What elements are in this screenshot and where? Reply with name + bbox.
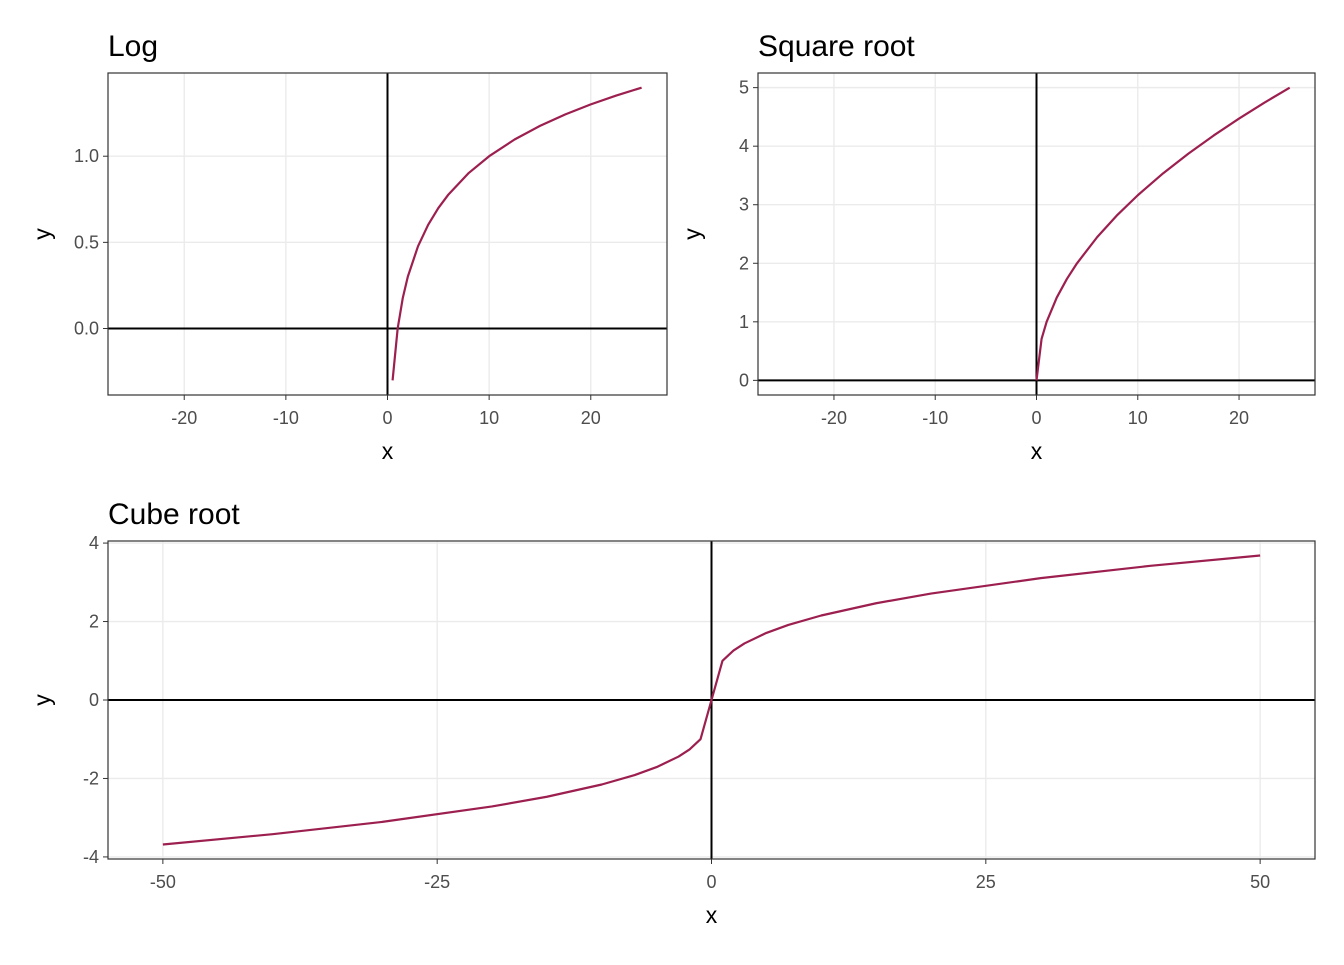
panel-title: Log	[108, 30, 158, 63]
y-tick-label: 2	[89, 612, 99, 632]
y-tick-label: 0	[739, 370, 749, 390]
x-tick-label: 10	[1128, 408, 1148, 428]
x-tick-label: -20	[821, 408, 847, 428]
x-axis-label: x	[1031, 438, 1043, 464]
x-tick-label: -25	[424, 872, 450, 892]
x-tick-label: 10	[479, 408, 499, 428]
panel-border	[107, 540, 1316, 860]
panel-title: Square root	[758, 30, 915, 63]
panel-border	[107, 72, 668, 396]
x-axis-label: x	[382, 438, 394, 464]
y-tick-label: 4	[739, 136, 749, 156]
y-tick-label: 3	[739, 195, 749, 215]
panel-border	[757, 72, 1316, 396]
data-line	[1035, 86, 1291, 381]
y-tick-label: 2	[739, 253, 749, 273]
x-tick-label: 50	[1250, 872, 1270, 892]
x-tick-label: 20	[1229, 408, 1249, 428]
x-tick-label: -50	[150, 872, 176, 892]
data-line	[162, 554, 1261, 846]
x-tick-label: 0	[706, 872, 716, 892]
x-tick-label: 0	[1031, 408, 1041, 428]
y-tick-label: 1	[739, 312, 749, 332]
x-axis-label: x	[706, 902, 718, 928]
panel-title: Cube root	[108, 498, 240, 531]
y-tick-label: 4	[89, 533, 99, 553]
x-tick-label: 20	[581, 408, 601, 428]
y-tick-label: 1.0	[74, 146, 99, 166]
y-tick-label: 0	[89, 690, 99, 710]
y-tick-label: 5	[739, 78, 749, 98]
y-axis-label: y	[29, 228, 55, 240]
y-tick-label: 0.0	[74, 318, 99, 338]
y-axis-label: y	[29, 694, 55, 706]
x-tick-label: -10	[273, 408, 299, 428]
x-tick-label: 25	[976, 872, 996, 892]
y-tick-label: 0.5	[74, 232, 99, 252]
x-tick-label: 0	[382, 408, 392, 428]
x-tick-label: -20	[171, 408, 197, 428]
x-tick-label: -10	[922, 408, 948, 428]
y-tick-label: -4	[83, 847, 99, 867]
y-tick-label: -2	[83, 768, 99, 788]
y-axis-label: y	[679, 228, 705, 240]
data-line	[391, 86, 642, 381]
